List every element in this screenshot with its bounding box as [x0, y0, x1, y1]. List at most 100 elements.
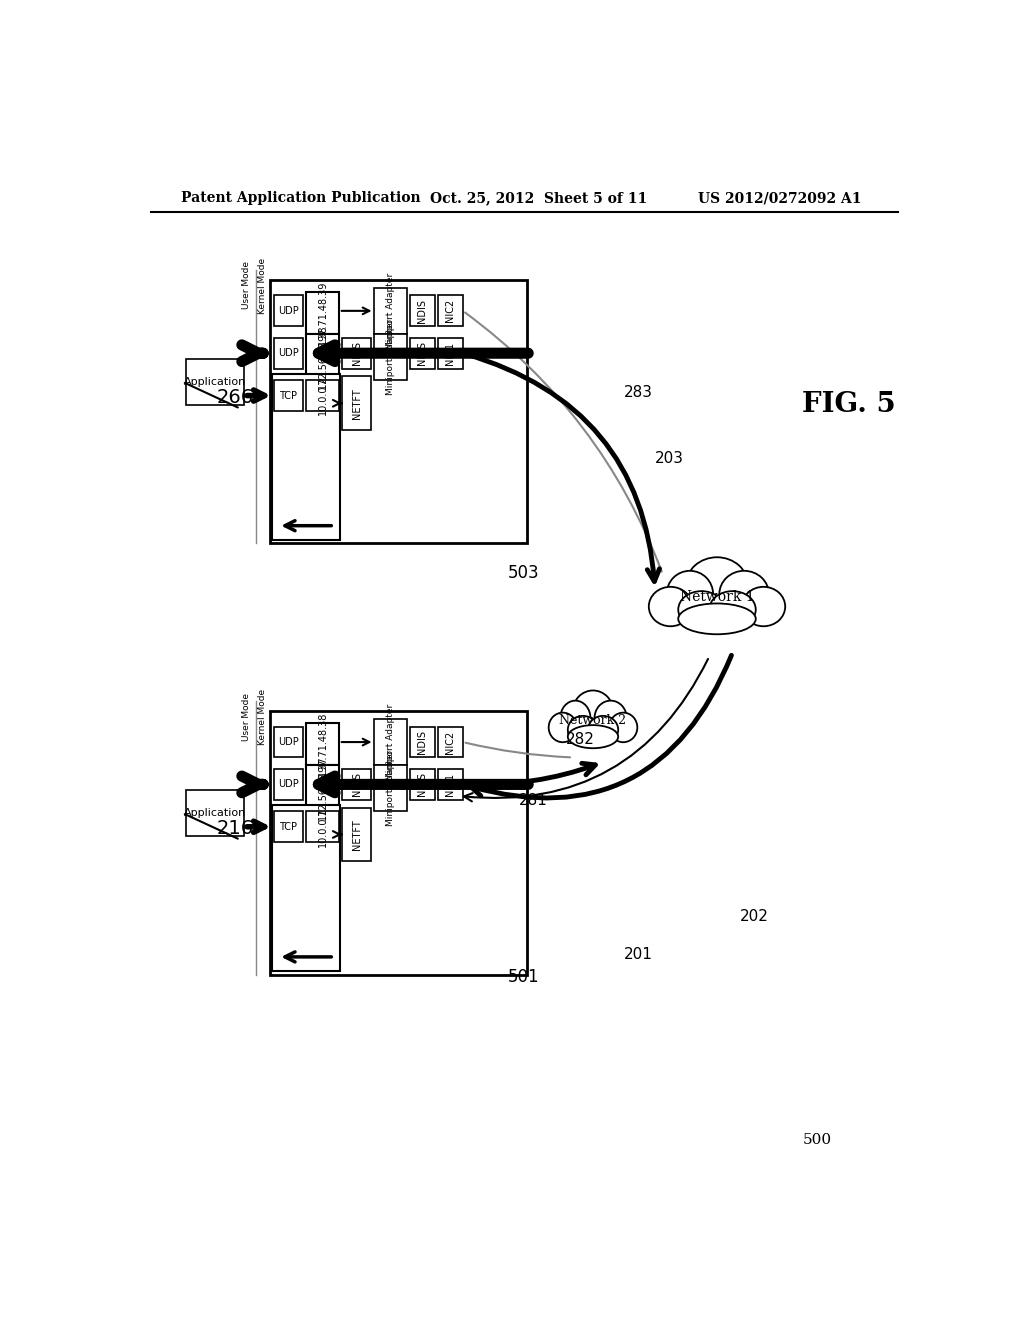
FancyArrowPatch shape — [471, 655, 731, 799]
Text: User Mode: User Mode — [242, 693, 251, 741]
Text: 10.0.0.2: 10.0.0.2 — [317, 376, 328, 416]
Text: Miniport Adapter: Miniport Adapter — [386, 704, 395, 780]
Text: 197.71.48.39: 197.71.48.39 — [317, 281, 328, 345]
Text: Miniport Adapter: Miniport Adapter — [386, 319, 395, 395]
Bar — [273, 812, 303, 842]
FancyArrowPatch shape — [466, 354, 659, 581]
Bar — [186, 789, 245, 836]
Text: NDIS: NDIS — [418, 298, 427, 323]
Text: NETFT: NETFT — [351, 820, 361, 850]
Bar — [272, 805, 340, 970]
Text: NIC1: NIC1 — [445, 342, 456, 364]
Text: 501: 501 — [508, 969, 540, 986]
Ellipse shape — [549, 713, 577, 742]
FancyArrowPatch shape — [466, 763, 595, 784]
Text: Miniport Adapter: Miniport Adapter — [386, 750, 395, 826]
Bar — [273, 296, 303, 326]
Bar — [375, 288, 407, 334]
Bar — [438, 726, 463, 758]
Bar — [410, 726, 435, 758]
Text: 197.71.48.38: 197.71.48.38 — [317, 711, 328, 776]
Text: UDP: UDP — [279, 779, 299, 789]
Ellipse shape — [568, 715, 598, 743]
FancyArrowPatch shape — [466, 743, 570, 758]
Bar — [306, 380, 339, 411]
Text: NETFT: NETFT — [351, 388, 361, 418]
Bar — [375, 334, 407, 380]
Bar — [438, 296, 463, 326]
Bar — [306, 723, 339, 766]
FancyArrowPatch shape — [464, 659, 708, 801]
Text: Application: Application — [184, 376, 247, 387]
Ellipse shape — [595, 701, 627, 735]
Text: Kernel Mode: Kernel Mode — [258, 689, 266, 744]
Ellipse shape — [667, 570, 713, 618]
Bar — [270, 280, 527, 544]
Text: NIC2: NIC2 — [445, 300, 456, 322]
Bar — [375, 719, 407, 766]
Bar — [306, 334, 339, 379]
Bar — [306, 766, 339, 810]
Text: 500: 500 — [802, 1133, 831, 1147]
Bar — [342, 770, 372, 800]
Text: 201: 201 — [624, 948, 653, 962]
Ellipse shape — [710, 591, 756, 628]
Text: 172.56.48.38: 172.56.48.38 — [317, 323, 328, 388]
Text: 266: 266 — [217, 388, 254, 407]
Ellipse shape — [568, 725, 618, 748]
Text: 203: 203 — [655, 450, 684, 466]
Text: TCP: TCP — [280, 822, 297, 832]
Bar — [438, 770, 463, 800]
Text: Kernel Mode: Kernel Mode — [258, 257, 266, 314]
Text: NDIS: NDIS — [351, 772, 361, 796]
Bar — [272, 374, 340, 540]
Bar — [306, 292, 339, 334]
Text: UDP: UDP — [279, 306, 299, 315]
Text: TCP: TCP — [280, 391, 297, 400]
Bar — [273, 726, 303, 758]
Text: NDIS: NDIS — [418, 341, 427, 366]
Bar — [273, 380, 303, 411]
Text: FIG. 5: FIG. 5 — [802, 391, 896, 418]
Text: 503: 503 — [508, 564, 540, 582]
Bar — [438, 338, 463, 368]
Text: NIC1: NIC1 — [445, 772, 456, 796]
Ellipse shape — [560, 701, 591, 735]
FancyArrowPatch shape — [465, 313, 662, 572]
Bar — [375, 766, 407, 812]
Text: User Mode: User Mode — [242, 261, 251, 309]
Bar — [270, 711, 527, 974]
Bar — [410, 296, 435, 326]
Ellipse shape — [678, 603, 756, 635]
Bar — [273, 338, 303, 368]
Text: NDIS: NDIS — [418, 772, 427, 796]
Ellipse shape — [719, 570, 769, 618]
Text: UDP: UDP — [279, 348, 299, 358]
Text: 281: 281 — [519, 793, 548, 808]
Text: 10.0.0.1: 10.0.0.1 — [317, 807, 328, 846]
Ellipse shape — [741, 587, 785, 626]
Text: 283: 283 — [624, 385, 653, 400]
Bar — [410, 770, 435, 800]
Text: 202: 202 — [740, 908, 769, 924]
Bar — [342, 376, 372, 430]
Ellipse shape — [649, 587, 692, 626]
Text: Network 1: Network 1 — [680, 590, 755, 605]
Bar — [342, 808, 372, 862]
Ellipse shape — [678, 591, 725, 628]
Bar — [342, 338, 372, 368]
Ellipse shape — [609, 713, 637, 742]
Text: Oct. 25, 2012  Sheet 5 of 11: Oct. 25, 2012 Sheet 5 of 11 — [430, 191, 647, 206]
Bar — [410, 338, 435, 368]
Text: NIC2: NIC2 — [445, 730, 456, 754]
Text: Miniport Adapter: Miniport Adapter — [386, 273, 395, 348]
Bar — [273, 770, 303, 800]
Text: NDIS: NDIS — [351, 341, 361, 366]
Text: UDP: UDP — [279, 737, 299, 747]
Text: 172.56.48.37: 172.56.48.37 — [317, 755, 328, 820]
Text: Application: Application — [184, 808, 247, 818]
Ellipse shape — [588, 715, 618, 743]
Text: Network 2: Network 2 — [559, 714, 627, 727]
Bar — [306, 812, 339, 842]
Text: 216: 216 — [217, 818, 254, 838]
